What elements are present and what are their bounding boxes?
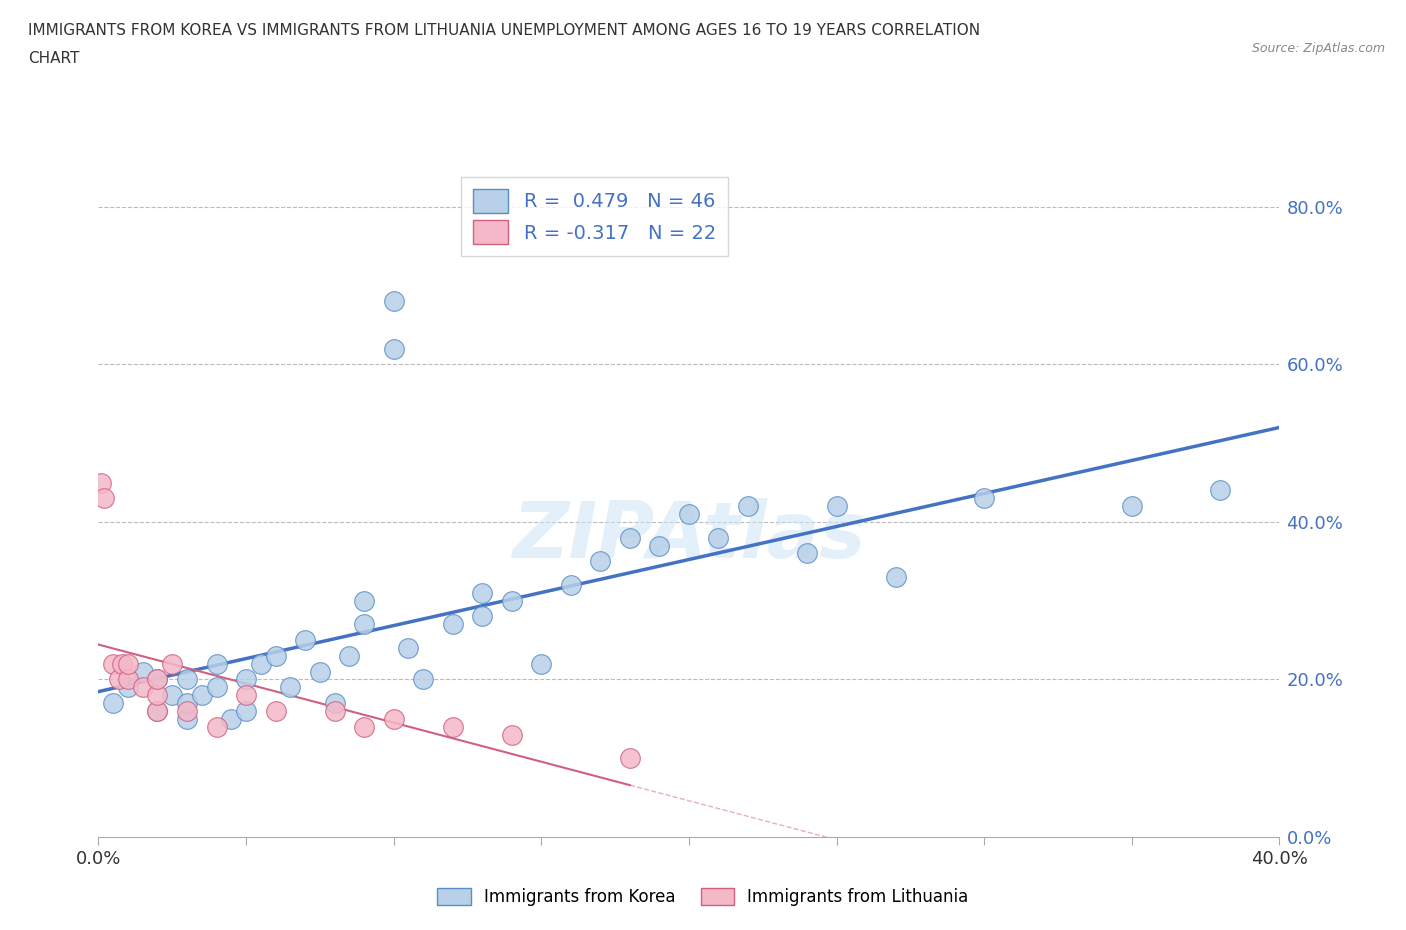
Legend: Immigrants from Korea, Immigrants from Lithuania: Immigrants from Korea, Immigrants from L…: [430, 881, 976, 912]
Point: [162, 657, 183, 671]
Point: [501, 593, 523, 608]
Point: [884, 569, 907, 584]
Point: [353, 593, 375, 608]
Point: [294, 632, 316, 647]
Point: [737, 498, 759, 513]
Point: [471, 609, 494, 624]
Point: [250, 657, 273, 671]
Point: [382, 711, 405, 726]
Point: [278, 680, 302, 695]
Point: [146, 703, 169, 718]
Point: [264, 648, 287, 663]
Point: [108, 672, 131, 687]
Point: [309, 664, 332, 679]
Point: [796, 546, 818, 561]
Point: [619, 751, 641, 765]
Point: [146, 703, 169, 718]
Point: [412, 672, 434, 687]
Point: [339, 648, 360, 663]
Point: [501, 727, 523, 742]
Point: [205, 657, 228, 671]
Point: [441, 719, 464, 734]
Point: [825, 498, 848, 513]
Point: [1209, 483, 1232, 498]
Point: [382, 294, 405, 309]
Point: [353, 617, 375, 631]
Point: [235, 672, 257, 687]
Legend: R =  0.479   N = 46, R = -0.317   N = 22: R = 0.479 N = 46, R = -0.317 N = 22: [461, 177, 727, 256]
Point: [205, 680, 228, 695]
Point: [353, 719, 375, 734]
Point: [619, 530, 641, 545]
Point: [176, 711, 198, 726]
Point: [973, 491, 995, 506]
Point: [264, 703, 287, 718]
Point: [471, 585, 494, 600]
Point: [132, 664, 155, 679]
Point: [191, 688, 214, 703]
Point: [132, 680, 155, 695]
Point: [146, 672, 169, 687]
Point: [90, 475, 112, 490]
Point: [678, 507, 700, 522]
Point: [162, 688, 183, 703]
Text: IMMIGRANTS FROM KOREA VS IMMIGRANTS FROM LITHUANIA UNEMPLOYMENT AMONG AGES 16 TO: IMMIGRANTS FROM KOREA VS IMMIGRANTS FROM…: [28, 23, 980, 38]
Point: [530, 657, 553, 671]
Point: [589, 554, 612, 569]
Point: [111, 657, 134, 671]
Point: [146, 688, 169, 703]
Point: [323, 703, 346, 718]
Point: [382, 341, 405, 356]
Point: [205, 719, 228, 734]
Point: [707, 530, 730, 545]
Point: [219, 711, 242, 726]
Point: [323, 696, 346, 711]
Point: [117, 672, 139, 687]
Point: [176, 703, 198, 718]
Point: [117, 680, 139, 695]
Point: [560, 578, 582, 592]
Point: [93, 491, 115, 506]
Point: [648, 538, 671, 553]
Point: [103, 696, 125, 711]
Point: [396, 641, 419, 656]
Point: [441, 617, 464, 631]
Point: [103, 657, 125, 671]
Text: CHART: CHART: [28, 51, 80, 66]
Point: [176, 672, 198, 687]
Point: [176, 696, 198, 711]
Point: [117, 657, 139, 671]
Point: [146, 672, 169, 687]
Point: [235, 703, 257, 718]
Text: Source: ZipAtlas.com: Source: ZipAtlas.com: [1251, 42, 1385, 55]
Point: [1121, 498, 1143, 513]
Text: ZIPAtlas: ZIPAtlas: [512, 498, 866, 574]
Point: [235, 688, 257, 703]
